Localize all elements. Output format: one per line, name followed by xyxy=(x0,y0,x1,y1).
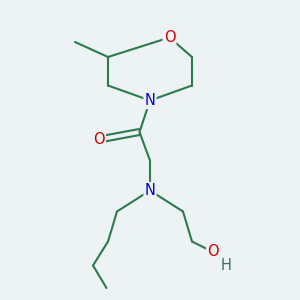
Text: O: O xyxy=(164,30,175,45)
Text: N: N xyxy=(145,93,155,108)
Text: O: O xyxy=(207,244,219,260)
Text: N: N xyxy=(145,183,155,198)
Text: H: H xyxy=(221,258,232,273)
Text: O: O xyxy=(93,132,105,147)
